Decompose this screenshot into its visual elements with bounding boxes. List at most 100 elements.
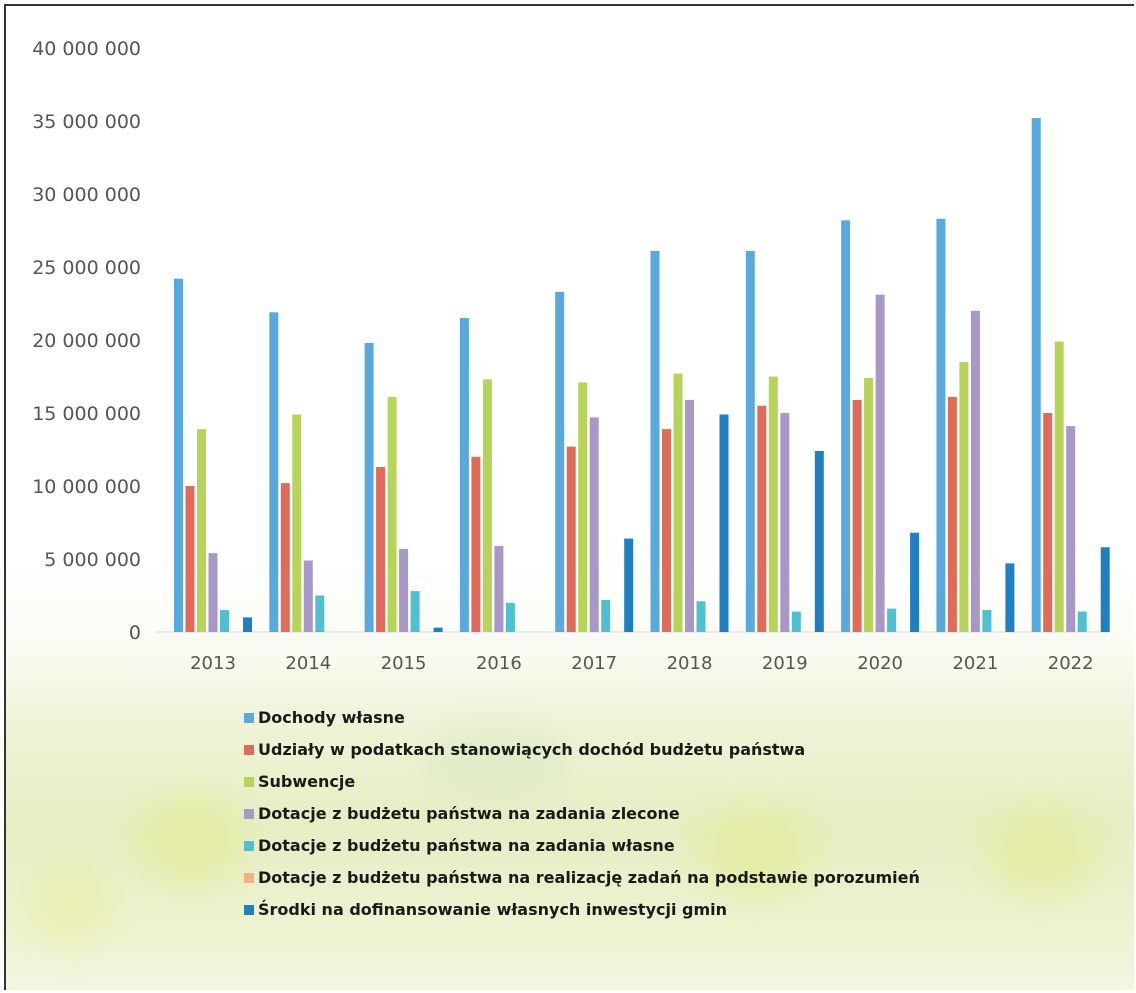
bar — [494, 545, 504, 632]
bar — [280, 483, 290, 632]
bar — [624, 538, 634, 632]
bar — [1100, 547, 1110, 632]
y-tick-label: 0 — [129, 622, 141, 644]
bar — [303, 560, 313, 632]
bar — [315, 595, 325, 632]
bar — [936, 218, 946, 633]
legend-item: Dochody własne — [244, 702, 920, 734]
bar — [887, 608, 897, 632]
background-blob — [26, 866, 116, 946]
bar — [875, 294, 885, 632]
legend-label: Udziały w podatkach stanowiących dochód … — [258, 740, 806, 759]
bar — [555, 291, 565, 632]
bar — [387, 396, 397, 632]
x-tick-label: 2021 — [952, 653, 998, 674]
legend-label: Subwencje — [258, 772, 356, 791]
x-tick-label: 2022 — [1048, 653, 1094, 674]
bar — [471, 456, 481, 632]
chart-frame: 0 5 000 000 10 000 000 15 000 000 20 000 000… — [4, 4, 1134, 990]
bar — [970, 310, 980, 632]
bar — [376, 467, 386, 632]
bar — [185, 486, 195, 632]
bar — [719, 414, 729, 632]
y-tick-label: 35 000 000 — [32, 111, 141, 133]
bar — [505, 602, 515, 632]
bar — [1077, 611, 1087, 632]
background-blob — [136, 796, 246, 886]
bar — [841, 220, 851, 633]
bar — [947, 396, 957, 632]
x-tick-label: 2017 — [571, 653, 617, 674]
bar — [780, 413, 790, 632]
bar — [589, 417, 599, 632]
bar — [1043, 413, 1053, 632]
legend-item: Dotacje z budżetu państwa na zadania wła… — [244, 830, 920, 862]
bar — [399, 548, 409, 632]
bar — [208, 553, 218, 632]
chart-legend: Dochody własne Udziały w podatkach stanow… — [244, 702, 920, 926]
legend-swatch — [244, 841, 254, 851]
x-tick-label: 2018 — [667, 653, 713, 674]
bar-chart: 0 5 000 000 10 000 000 15 000 000 20 000 000… — [32, 38, 1110, 674]
legend-swatch — [244, 777, 254, 787]
bar — [578, 382, 588, 632]
legend-label: Dotacje z budżetu państwa na zadania zle… — [258, 804, 680, 823]
legend-item: Subwencje — [244, 766, 920, 798]
legend-label: Dochody własne — [258, 708, 405, 727]
legend-item: Dotacje z budżetu państwa na zadania zle… — [244, 798, 920, 830]
legend-label: Dotacje z budżetu państwa na realizację … — [258, 868, 920, 887]
bar — [757, 405, 767, 632]
legend-swatch — [244, 905, 254, 915]
x-tick-label: 2019 — [762, 653, 808, 674]
bar — [1054, 341, 1064, 632]
bar — [982, 610, 992, 632]
y-tick-label: 25 000 000 — [32, 257, 141, 279]
bar — [1066, 426, 1076, 632]
bar — [459, 318, 469, 632]
x-tick-label: 2016 — [476, 653, 522, 674]
bar — [745, 250, 755, 632]
y-tick-label: 15 000 000 — [32, 403, 141, 425]
y-axis: 0 5 000 000 10 000 000 15 000 000 20 000 000… — [32, 38, 141, 644]
bar — [864, 378, 874, 632]
bar — [1005, 563, 1015, 632]
legend-item: Dotacje z budżetu państwa na realizację … — [244, 862, 920, 894]
bar — [673, 373, 683, 632]
bar — [174, 278, 183, 632]
bar — [696, 601, 706, 632]
bars — [174, 118, 1110, 633]
legend-item: Środki na dofinansowanie własnych inwest… — [244, 894, 920, 926]
legend-label: Dotacje z budżetu państwa na zadania wła… — [258, 836, 675, 855]
bar — [220, 610, 229, 632]
bar — [814, 451, 824, 632]
bar — [269, 312, 279, 632]
x-tick-label: 2020 — [857, 653, 903, 674]
bar — [364, 342, 374, 632]
bar — [292, 414, 302, 632]
legend-label: Środki na dofinansowanie własnych inwest… — [258, 900, 728, 919]
x-tick-label: 2014 — [285, 653, 331, 674]
x-axis: 2013 2014 2015 2016 2017 2018 2019 2020 2021 2022 — [190, 653, 1094, 674]
bar — [482, 379, 492, 632]
bar — [601, 599, 611, 632]
background-blob — [986, 806, 1096, 896]
bar — [852, 399, 862, 632]
bar — [197, 429, 206, 632]
bar — [566, 446, 576, 632]
y-tick-label: 40 000 000 — [32, 38, 141, 60]
legend-swatch — [244, 809, 254, 819]
x-tick-label: 2015 — [381, 653, 427, 674]
bar — [1031, 118, 1041, 633]
y-tick-label: 10 000 000 — [32, 476, 141, 498]
bar — [650, 250, 660, 632]
background-blob — [426, 726, 566, 796]
bar — [410, 591, 420, 632]
bar — [243, 617, 252, 632]
bar — [768, 376, 778, 632]
background-blob — [696, 806, 816, 896]
bar — [791, 611, 801, 632]
bar — [685, 399, 694, 632]
y-tick-label: 5 000 000 — [44, 549, 141, 571]
legend-swatch — [244, 713, 254, 723]
y-tick-label: 30 000 000 — [32, 184, 141, 206]
